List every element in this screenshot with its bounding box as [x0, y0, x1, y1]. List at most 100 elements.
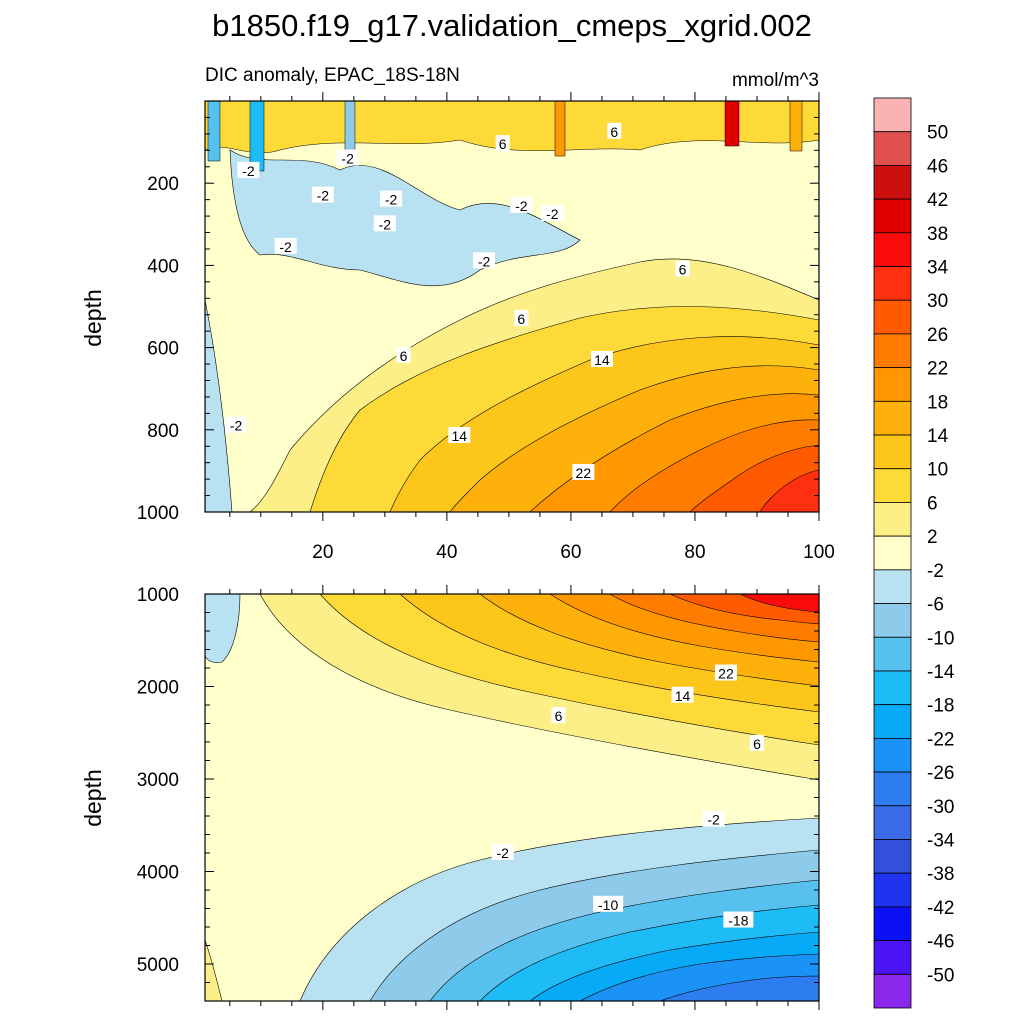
- y-tick-label: 400: [147, 256, 179, 277]
- colorbar-label: 18: [927, 392, 948, 413]
- y-tick-label: 3000: [137, 770, 179, 791]
- colorbar-box: [873, 973, 912, 1009]
- contour-label: -2: [541, 205, 564, 222]
- colorbar-box: [873, 771, 912, 807]
- colorbar-box: [873, 872, 912, 908]
- colorbar-label: 22: [927, 359, 948, 380]
- upper-streak-f: [789, 101, 803, 152]
- x-tick-label: 80: [684, 542, 705, 563]
- colorbar-label: 26: [927, 325, 948, 346]
- colorbar-box: [873, 232, 912, 267]
- x-tick-label: 40: [436, 542, 457, 563]
- contour-label-text: 6: [753, 736, 761, 752]
- contour-label-bg: [448, 426, 471, 443]
- contour-label-text: 6: [400, 348, 408, 364]
- contour-label: -2: [702, 810, 725, 828]
- colorbar-box: [873, 603, 912, 638]
- colorbar-box: [873, 502, 912, 537]
- contour-label: -2: [510, 196, 533, 214]
- colorbar-label: -14: [927, 662, 955, 683]
- contour-label-text: 6: [499, 136, 507, 152]
- colorbar-box: [873, 535, 912, 571]
- upper-axis-ticks: 200 400 600 800 1000 20 40 60 80 100: [137, 92, 835, 563]
- colorbar-box: [873, 367, 912, 402]
- upper-streak-b: [249, 101, 265, 172]
- contour-label: -2: [491, 844, 514, 861]
- contour-label-bg: [714, 664, 737, 681]
- lower-contour-labels: 22 14 6 6 -2 -2 -10 -18: [491, 664, 764, 929]
- colorbar-label: -50: [927, 965, 954, 986]
- contour-label: -2: [373, 215, 396, 232]
- contour-label-text: -2: [707, 812, 720, 828]
- contour-label-text: -2: [279, 239, 292, 255]
- contour-label-text: -2: [546, 206, 559, 222]
- colorbar-label: -38: [927, 864, 954, 885]
- x-tick-label: 20: [312, 542, 333, 563]
- colorbar-label: 46: [927, 156, 948, 177]
- lower-contour-field: [205, 594, 819, 1001]
- contour-label-text: -2: [242, 163, 255, 179]
- contour-label: 22: [572, 463, 595, 481]
- y-tick-label: 800: [147, 421, 179, 442]
- colorbar-box: [873, 670, 912, 706]
- upper-streak-a: [207, 101, 221, 162]
- colorbar-box: [873, 805, 912, 840]
- lower-axis-ticks: 1000 2000 3000 4000 5000: [137, 585, 820, 1010]
- contour-label: 14: [448, 426, 471, 444]
- colorbar-label: 10: [927, 460, 948, 481]
- contour-label-text: -2: [341, 151, 354, 167]
- contour-label: 6: [514, 309, 529, 327]
- contour-label-text: 6: [679, 262, 687, 278]
- contour-label-bg: [702, 810, 725, 827]
- contour-label: -2: [237, 161, 260, 179]
- colorbar-label: -34: [927, 830, 955, 851]
- y-tick-label: 1000: [137, 503, 179, 524]
- colorbar-label: -46: [927, 932, 954, 953]
- colorbar-box: [873, 266, 912, 301]
- y-tick-label: 1000: [137, 585, 179, 606]
- contour-label: -2: [311, 186, 334, 204]
- contour-label: 6: [495, 135, 510, 152]
- colorbar-label: -26: [927, 763, 954, 784]
- colorbar-box: [873, 97, 912, 133]
- y-tick-label: 600: [147, 339, 179, 360]
- colorbar-box: [873, 299, 912, 335]
- contour-label-text: -2: [317, 188, 330, 204]
- colorbar-box: [873, 906, 912, 941]
- y-tick-label: 4000: [137, 863, 179, 884]
- contour-label-text: 22: [576, 465, 592, 481]
- colorbar-label: -18: [927, 696, 954, 717]
- contour-label-bg: [336, 149, 359, 166]
- contour-label-text: -18: [728, 913, 748, 929]
- contour-label: 6: [749, 734, 764, 752]
- colorbar-label: 6: [927, 493, 938, 514]
- contour-label-bg: [607, 122, 622, 139]
- colorbar-label: -10: [927, 628, 954, 649]
- contour-label-bg: [593, 895, 624, 912]
- contour-label-bg: [225, 416, 248, 433]
- contour-label-text: 6: [610, 124, 618, 140]
- contour-label-text: -10: [598, 897, 618, 913]
- x-tick-label: 100: [803, 542, 835, 563]
- y-tick-label: 5000: [137, 955, 179, 976]
- contour-label-bg: [514, 309, 529, 326]
- contour-label-text: -2: [496, 845, 509, 861]
- colorbar-label: 34: [927, 258, 949, 279]
- colorbar-box: [873, 198, 912, 234]
- colorbar-box: [873, 569, 912, 604]
- x-tick-label: 60: [560, 542, 581, 563]
- contour-label-text: -2: [478, 253, 491, 269]
- colorbar-box: [873, 636, 912, 672]
- upper-streak-d: [554, 101, 566, 157]
- colorbar-label: 38: [927, 224, 948, 245]
- contour-label-bg: [396, 346, 411, 363]
- contour-label: 6: [607, 122, 622, 140]
- lower-left-yellow: [205, 939, 223, 1001]
- upper-ylabel: depth: [80, 289, 106, 347]
- colorbar-label: 42: [927, 190, 948, 211]
- contour-label-text: 6: [555, 708, 563, 724]
- contour-label-bg: [495, 135, 510, 152]
- contour-label-bg: [675, 260, 690, 277]
- upper-contour-field: [205, 101, 819, 512]
